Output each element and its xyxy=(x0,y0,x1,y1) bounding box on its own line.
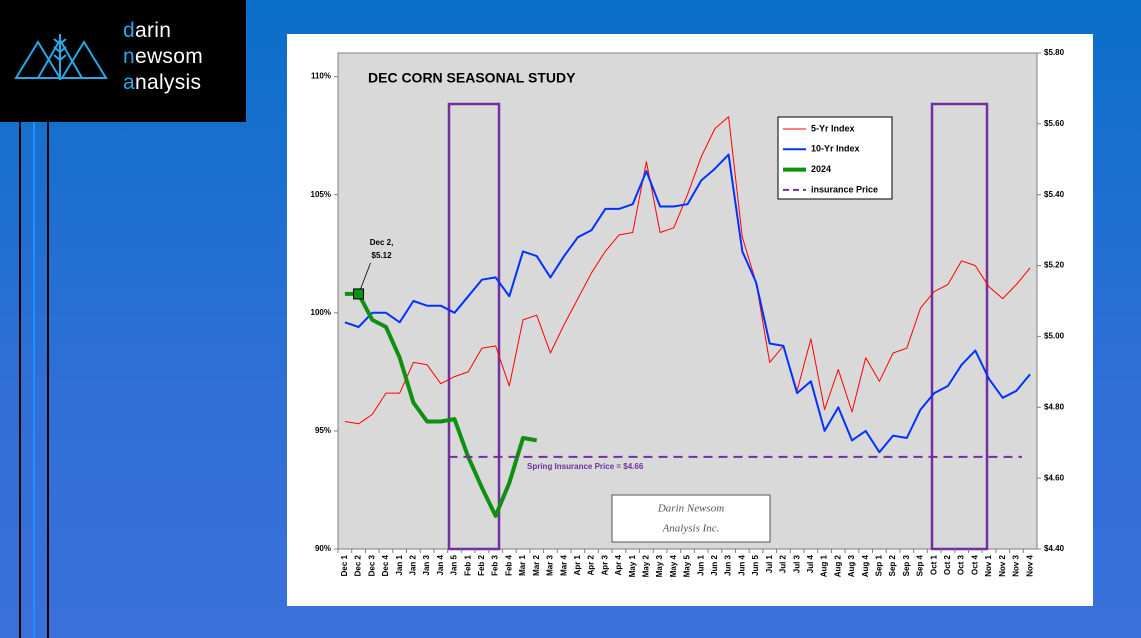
chart: DEC CORN SEASONAL STUDY Darin Newsom Ana… xyxy=(311,48,1065,577)
logo: darin newsom analysis xyxy=(0,0,246,122)
x-tick-label: Mar 4 xyxy=(559,554,568,575)
logo-icon xyxy=(14,34,108,80)
watermark-box xyxy=(611,494,771,543)
x-tick-label: Feb 4 xyxy=(504,554,513,575)
x-tick-label: Aug 4 xyxy=(861,554,870,577)
y2-tick-label: $5.00 xyxy=(1044,332,1065,341)
legend-label: insurance Price xyxy=(811,184,878,194)
x-tick-label: Jan 3 xyxy=(422,554,431,575)
chart-panel: DEC CORN SEASONAL STUDY Darin Newsom Ana… xyxy=(287,34,1093,606)
y-tick-label: 100% xyxy=(311,308,331,317)
chart-title: DEC CORN SEASONAL STUDY xyxy=(368,70,576,86)
legend-label: 5-Yr Index xyxy=(811,123,855,133)
x-tick-label: Dec 3 xyxy=(367,554,376,576)
x-tick-label: Mar 1 xyxy=(518,554,527,575)
x-tick-label: Oct 4 xyxy=(970,554,979,575)
y2-tick-label: $5.20 xyxy=(1044,261,1065,270)
y2-tick-label: $4.40 xyxy=(1044,544,1065,553)
x-tick-label: Apr 1 xyxy=(573,554,582,575)
x-tick-label: Jun 5 xyxy=(751,554,760,575)
watermark: Analysis Inc. xyxy=(662,523,720,535)
x-tick-label: Feb 3 xyxy=(491,554,500,575)
x-tick-label: Jun 3 xyxy=(724,554,733,575)
watermark: Darin Newsom xyxy=(657,503,724,515)
x-tick-label: Nov 3 xyxy=(1012,554,1021,576)
x-tick-label: Jul 3 xyxy=(792,554,801,573)
x-tick-label: Nov 2 xyxy=(998,554,1007,576)
highlight-box xyxy=(930,102,989,551)
x-tick-label: Oct 3 xyxy=(957,554,966,575)
x-tick-label: May 2 xyxy=(641,554,650,577)
x-tick-label: May 5 xyxy=(683,554,692,577)
x-tick-label: Apr 4 xyxy=(614,554,623,575)
x-tick-label: Sep 1 xyxy=(874,554,883,576)
callout-text: Dec 2, xyxy=(370,238,394,247)
x-tick-label: Sep 3 xyxy=(902,554,911,576)
y2-tick-label: $4.80 xyxy=(1044,402,1065,411)
x-tick-label: May 4 xyxy=(669,554,678,577)
y-tick-label: 90% xyxy=(315,544,331,553)
x-tick-label: Jan 1 xyxy=(395,554,404,575)
x-tick-label: Oct 1 xyxy=(929,554,938,575)
x-tick-label: Jun 2 xyxy=(710,554,719,575)
plot-area xyxy=(337,52,1038,550)
y-tick-label: 105% xyxy=(311,190,331,199)
x-tick-label: Dec 1 xyxy=(340,554,349,576)
point-marker xyxy=(353,288,365,300)
x-tick-label: Aug 2 xyxy=(833,554,842,577)
x-tick-label: Mar 2 xyxy=(532,554,541,575)
x-tick-label: Jan 2 xyxy=(408,554,417,575)
x-tick-label: Jun 4 xyxy=(737,554,746,575)
logo-word: analysis xyxy=(123,71,202,94)
x-tick-label: May 1 xyxy=(628,554,637,577)
series-line xyxy=(344,116,1031,425)
y2-tick-label: $4.60 xyxy=(1044,473,1065,482)
x-tick-label: Jul 4 xyxy=(806,554,815,573)
callout-line xyxy=(360,262,371,290)
decor-line xyxy=(47,122,49,638)
x-tick-label: Oct 2 xyxy=(943,554,952,575)
x-tick-label: Nov 1 xyxy=(984,554,993,576)
legend-box xyxy=(777,116,893,200)
x-tick-label: Dec 2 xyxy=(354,554,363,576)
x-tick-label: Jan 5 xyxy=(450,554,459,575)
y-tick-label: 110% xyxy=(311,72,331,81)
logo-word: darin xyxy=(123,19,172,42)
highlight-box xyxy=(447,102,501,551)
y2-tick-label: $5.40 xyxy=(1044,190,1065,199)
logo-word: newsom xyxy=(123,45,204,68)
decor-line xyxy=(33,122,35,638)
y2-tick-label: $5.80 xyxy=(1044,48,1065,57)
y-tick-label: 95% xyxy=(315,426,331,435)
series-line xyxy=(344,153,1031,454)
x-tick-label: Feb 1 xyxy=(463,554,472,575)
decor-line xyxy=(19,122,21,638)
x-tick-label: Apr 2 xyxy=(587,554,596,575)
x-tick-label: May 3 xyxy=(655,554,664,577)
x-tick-label: Sep 4 xyxy=(916,554,925,576)
legend-label: 2024 xyxy=(811,164,831,174)
x-tick-label: Mar 3 xyxy=(546,554,555,575)
x-tick-label: Aug 3 xyxy=(847,554,856,577)
x-tick-label: Nov 4 xyxy=(1025,554,1034,576)
x-tick-label: Apr 3 xyxy=(600,554,609,575)
legend-label: 10-Yr Index xyxy=(811,144,860,154)
y2-tick-label: $5.60 xyxy=(1044,119,1065,128)
series-line xyxy=(344,291,538,518)
callout-text: $5.12 xyxy=(372,251,393,260)
x-tick-label: Feb 2 xyxy=(477,554,486,575)
x-tick-label: Jul 1 xyxy=(765,554,774,573)
x-tick-label: Jun 1 xyxy=(696,554,705,575)
x-tick-label: Dec 4 xyxy=(381,554,390,576)
x-tick-label: Jul 2 xyxy=(779,554,788,573)
reference-label: Spring Insurance Price = $4.66 xyxy=(527,462,644,471)
x-tick-label: Aug 1 xyxy=(820,554,829,577)
x-tick-label: Sep 2 xyxy=(888,554,897,576)
x-tick-label: Jan 4 xyxy=(436,554,445,575)
